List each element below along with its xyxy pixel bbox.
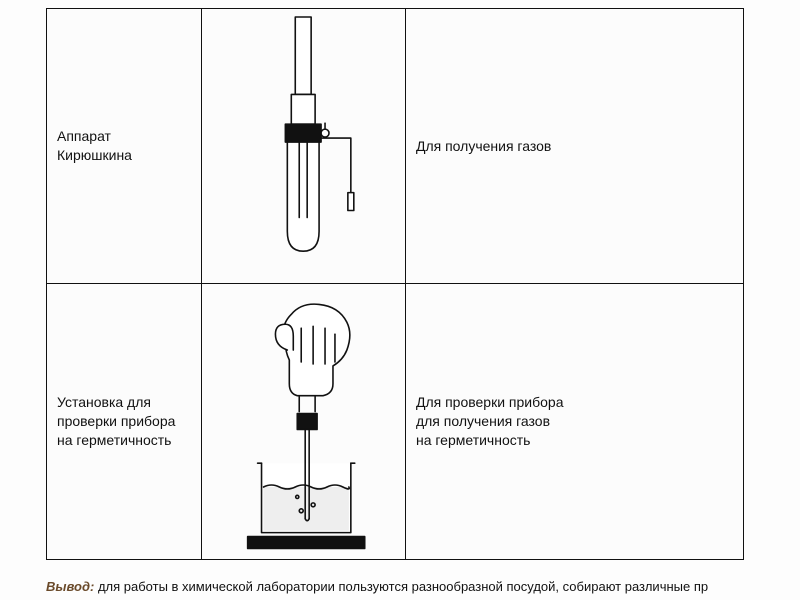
page: АппаратКирюшкина xyxy=(0,0,800,600)
label-cell: Для получения газов xyxy=(406,9,743,283)
row1-right-label: Для получения газов xyxy=(406,137,559,156)
label-cell: Для проверки приборадля получения газовн… xyxy=(406,284,743,559)
row1-left-label: АппаратКирюшкина xyxy=(47,127,140,165)
table-row: Установка дляпроверки приборана герметич… xyxy=(47,284,743,559)
conclusion-prefix: Вывод: xyxy=(46,579,94,594)
row2-left-label: Установка дляпроверки приборана герметич… xyxy=(47,393,183,450)
row2-right-label: Для проверки приборадля получения газовн… xyxy=(406,393,572,450)
table-grid: АппаратКирюшкина xyxy=(46,8,744,560)
label-cell: Установка дляпроверки приборана герметич… xyxy=(47,284,202,559)
kiryushkin-apparatus-icon xyxy=(202,9,405,283)
diagram-cell xyxy=(202,284,406,559)
table-row: АппаратКирюшкина xyxy=(47,9,743,284)
conclusion-body: для работы в химической лаборатории поль… xyxy=(94,579,708,594)
hermeticity-check-icon xyxy=(202,284,405,559)
conclusion-text: Вывод: для работы в химической лаборатор… xyxy=(46,579,796,594)
label-cell: АппаратКирюшкина xyxy=(47,9,202,283)
diagram-cell xyxy=(202,9,406,283)
